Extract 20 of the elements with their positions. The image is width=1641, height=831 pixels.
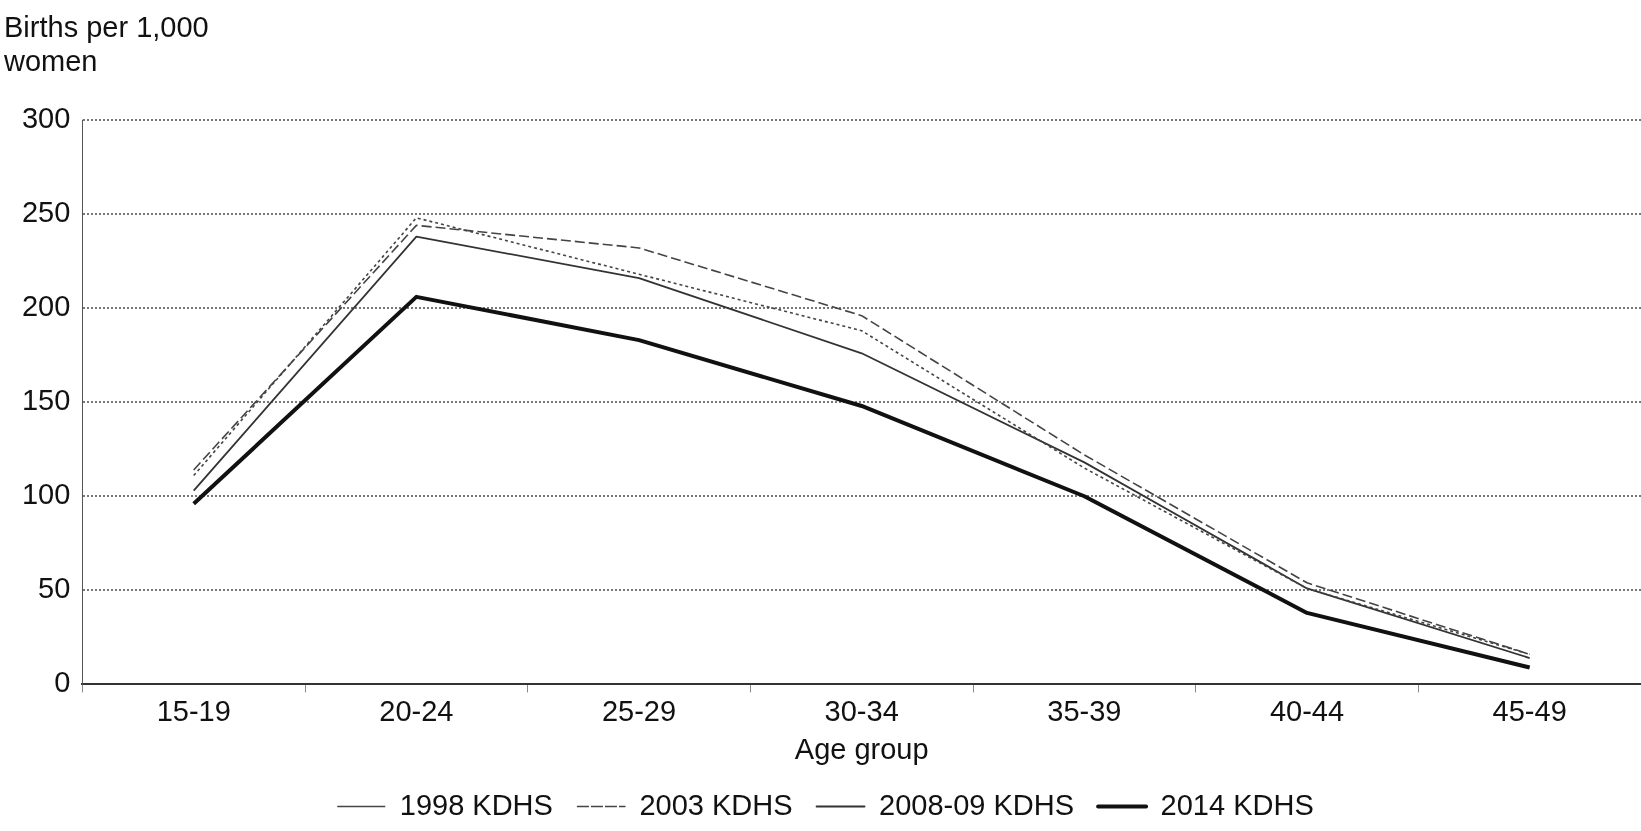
- x-tick-label: 40-44: [1269, 694, 1345, 727]
- legend-label: 2014 KDHS: [1160, 788, 1314, 821]
- legend-label: 1998 KDHS: [399, 788, 553, 821]
- y-tick-label: 150: [21, 384, 71, 417]
- legend-label: 2008-09 KDHS: [879, 788, 1075, 821]
- x-tick-label: 30-34: [824, 694, 899, 727]
- x-tick-label: 15-19: [156, 694, 231, 727]
- x-axis-title: Age group: [794, 732, 929, 765]
- legend-label: 2003 KDHS: [639, 788, 793, 821]
- y-tick-label: 100: [21, 478, 71, 511]
- x-tick-label: 35-39: [1047, 694, 1122, 727]
- y-tick-label: 50: [38, 572, 71, 605]
- x-tick-label: 20-24: [379, 694, 454, 727]
- y-tick-label: 300: [21, 102, 71, 134]
- y-axis-title: Births per 1,000 women: [4, 10, 210, 78]
- y-tick-label: 0: [54, 666, 71, 699]
- x-tick-label: 25-29: [601, 694, 677, 727]
- x-tick-label: 45-49: [1492, 694, 1567, 727]
- y-tick-label: 200: [21, 290, 71, 323]
- y-tick-label: 250: [21, 196, 71, 229]
